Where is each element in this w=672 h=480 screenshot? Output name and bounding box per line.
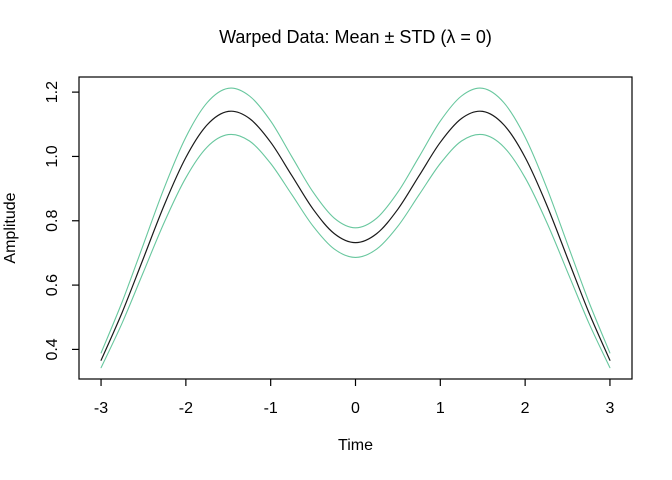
x-tick-label: -1 xyxy=(264,400,278,417)
x-tick-label: 3 xyxy=(605,400,614,417)
y-tick-label: 1.0 xyxy=(44,145,61,167)
x-tick-label: 1 xyxy=(436,400,445,417)
mean-curve xyxy=(100,110,611,361)
mean-minus-std-curve xyxy=(100,133,611,369)
x-axis-label: Time xyxy=(338,437,373,454)
chart-title: Warped Data: Mean ± STD (λ = 0) xyxy=(219,27,492,47)
x-tick-label: 0 xyxy=(351,400,360,417)
y-tick-label: 1.2 xyxy=(44,81,61,103)
x-tick-label: -2 xyxy=(179,400,193,417)
x-tick-label: 2 xyxy=(521,400,530,417)
y-tick-label: 0.8 xyxy=(44,210,61,232)
y-tick-label: 0.6 xyxy=(44,274,61,296)
mean-plus-std-curve xyxy=(100,87,611,354)
y-tick-label: 0.4 xyxy=(44,338,61,360)
x-tick-label: -3 xyxy=(94,400,108,417)
